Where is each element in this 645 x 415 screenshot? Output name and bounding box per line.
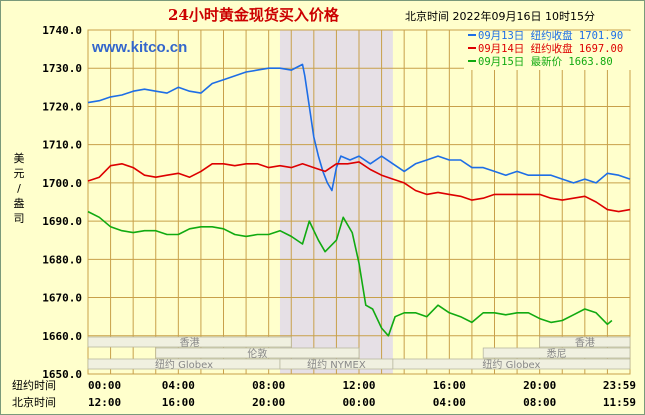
legend-entry: 09月13日 纽约收盘 1701.90 <box>478 29 623 42</box>
market-session-label: 香港 <box>180 337 200 349</box>
market-session-bar <box>155 347 360 359</box>
y-tick-label: 1660.0 <box>42 330 82 343</box>
y-axis-label-char: 司 <box>14 212 25 225</box>
y-tick-label: 1650.0 <box>42 368 82 381</box>
x-tick-label-ny: 08:00 <box>252 379 285 392</box>
y-tick-label: 1710.0 <box>42 139 82 152</box>
page-title: 24小时黄金现货买入价格 <box>168 6 340 24</box>
x-tick-label-bj: 04:00 <box>433 396 466 409</box>
y-axis-label-char: 元 <box>14 167 25 180</box>
ny-time-row-label: 纽约时间 <box>12 378 56 392</box>
x-tick-label-bj: 08:00 <box>523 396 556 409</box>
y-tick-label: 1690.0 <box>42 215 82 228</box>
y-axis-label-char: 美 <box>14 152 25 165</box>
y-tick-label: 1720.0 <box>42 100 82 113</box>
bj-time-row-label: 北京时间 <box>12 395 56 409</box>
x-tick-label-bj: 00:00 <box>342 396 375 409</box>
x-tick-label-bj: 16:00 <box>162 396 195 409</box>
market-session-bar <box>482 347 631 359</box>
y-tick-label: 1700.0 <box>42 177 82 190</box>
series-line-3 <box>87 210 613 337</box>
y-tick-label: 1680.0 <box>42 253 82 266</box>
x-tick-label-ny: 04:00 <box>162 379 195 392</box>
x-tick-label-bj: 20:00 <box>252 396 285 409</box>
y-tick-label: 1730.0 <box>42 62 82 75</box>
y-tick-label: 1670.0 <box>42 292 82 305</box>
market-session-bar <box>539 336 631 348</box>
market-session-bar <box>392 358 631 370</box>
market-session-bar <box>87 336 292 348</box>
y-axis-label-char: / <box>17 182 21 195</box>
market-session-label: 纽约 Globex <box>482 358 540 371</box>
x-tick-label-ny: 16:00 <box>433 379 466 392</box>
legend-entry: 09月15日 最新价 1663.80 <box>478 55 613 68</box>
legend-entry: 09月14日 纽约收盘 1697.00 <box>478 42 623 55</box>
market-session-label: 香港 <box>575 337 595 349</box>
market-session-label: 伦敦 <box>247 347 267 360</box>
market-session-label: 悉尼 <box>547 348 567 360</box>
x-tick-label-ny: 20:00 <box>523 379 556 392</box>
market-session-label: 纽约 NYMEX <box>307 358 366 371</box>
series-line-2 <box>87 161 631 213</box>
x-tick-label-bj: 11:59 <box>603 396 636 409</box>
kitco-watermark: www.kitco.cn <box>91 39 187 56</box>
legend-box <box>464 31 634 70</box>
y-tick-label: 1740.0 <box>42 24 82 37</box>
x-tick-label-ny: 00:00 <box>88 379 121 392</box>
x-tick-label-ny: 23:59 <box>603 379 636 392</box>
market-session-label: 纽约 Globex <box>155 358 213 371</box>
x-tick-label-bj: 12:00 <box>88 396 121 409</box>
timestamp: 北京时间 2022年09月16日 10时15分 <box>405 9 595 23</box>
y-axis-label-char: 盎 <box>14 196 25 210</box>
x-tick-label-ny: 12:00 <box>342 379 375 392</box>
series-line-1 <box>87 63 631 192</box>
